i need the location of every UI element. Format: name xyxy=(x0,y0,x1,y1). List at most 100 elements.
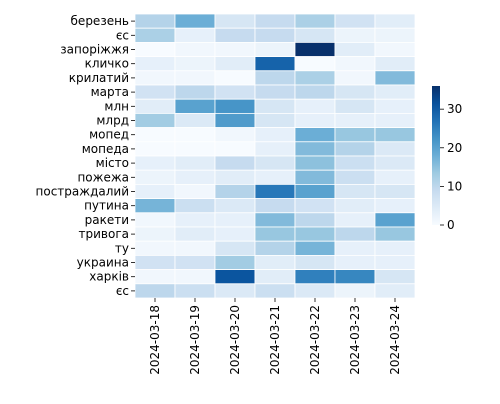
heatmap-cell xyxy=(334,56,376,72)
heatmap-cell xyxy=(334,42,376,58)
y-tick-label: березень xyxy=(71,14,129,28)
y-tick-label: украина xyxy=(77,256,129,270)
heatmap-cell xyxy=(134,70,176,86)
heatmap-cell xyxy=(214,84,256,100)
heatmap-cell xyxy=(254,169,296,185)
heatmap-cell xyxy=(374,198,416,214)
heatmap-cell xyxy=(374,254,416,270)
heatmap-cell xyxy=(294,70,336,86)
colorbar-tick-label: 10 xyxy=(447,179,462,193)
heatmap-cell xyxy=(334,183,376,199)
heatmap-cell xyxy=(174,13,216,29)
heatmap-cell xyxy=(374,127,416,143)
heatmap-cell xyxy=(174,141,216,157)
heatmap-cell xyxy=(214,127,256,143)
y-tick-label: крилатий xyxy=(69,71,129,85)
colorbar-tick-label: 0 xyxy=(447,218,455,232)
heatmap-cell xyxy=(334,169,376,185)
heatmap-cell xyxy=(334,269,376,285)
heatmap-cell xyxy=(174,155,216,171)
heatmap-cell xyxy=(174,127,216,143)
heatmap-cell xyxy=(134,56,176,72)
heatmap-cell xyxy=(374,42,416,58)
heatmap-cell xyxy=(134,269,176,285)
colorbar-tick-label: 20 xyxy=(447,141,462,155)
heatmap-cell xyxy=(374,98,416,114)
y-tick-label: млрд xyxy=(96,114,129,128)
heatmap-cell xyxy=(134,226,176,242)
heatmap-cell xyxy=(254,84,296,100)
y-tick-label: харків xyxy=(89,270,129,284)
colorbar: 0 10 20 30 xyxy=(432,86,462,232)
heatmap-cell xyxy=(174,240,216,256)
heatmap-cell xyxy=(174,212,216,228)
y-tick-label: кличко xyxy=(85,57,129,71)
heatmap-cell xyxy=(374,13,416,29)
heatmap-cell xyxy=(214,198,256,214)
heatmap-cell xyxy=(174,169,216,185)
y-tick-label: мопед xyxy=(89,128,129,142)
heatmap-cell xyxy=(334,13,376,29)
heatmap-cell xyxy=(134,127,176,143)
heatmap-cell xyxy=(214,183,256,199)
heatmap-cell xyxy=(294,183,336,199)
heatmap-cell xyxy=(134,113,176,129)
heatmap-cell xyxy=(214,269,256,285)
heatmap-cell xyxy=(214,240,256,256)
x-tick-label: 2024-03-21 xyxy=(268,305,282,375)
heatmap-cell xyxy=(134,27,176,43)
heatmap-cell xyxy=(294,56,336,72)
heatmap-cell xyxy=(374,56,416,72)
heatmap-cell xyxy=(334,226,376,242)
heatmap-cell xyxy=(254,212,296,228)
heatmap-cell xyxy=(174,283,216,299)
heatmap-cell xyxy=(214,212,256,228)
heatmap-cell xyxy=(294,254,336,270)
y-axis-labels: березеньєсзапоріжжякличкокрилатиймартамл… xyxy=(36,14,135,298)
heatmap-cell xyxy=(334,283,376,299)
heatmap-cell xyxy=(214,283,256,299)
y-tick-label: марта xyxy=(91,85,129,99)
heatmap-cell xyxy=(254,42,296,58)
y-tick-label: пожежа xyxy=(77,170,129,184)
heatmap-cell xyxy=(294,113,336,129)
heatmap-cell xyxy=(294,240,336,256)
heatmap-cell xyxy=(254,27,296,43)
y-tick-label: запоріжжя xyxy=(60,43,129,57)
heatmap-cell xyxy=(374,113,416,129)
heatmap-cell xyxy=(214,226,256,242)
heatmap-cell xyxy=(134,169,176,185)
heatmap-cell xyxy=(254,13,296,29)
heatmap-cell xyxy=(254,198,296,214)
heatmap-cell xyxy=(374,283,416,299)
heatmap-cell xyxy=(174,183,216,199)
colorbar-tick-label: 30 xyxy=(447,102,462,116)
heatmap-cell xyxy=(254,226,296,242)
x-tick-label: 2024-03-22 xyxy=(308,305,322,375)
heatmap-cell xyxy=(374,27,416,43)
heatmap-cell xyxy=(374,84,416,100)
heatmap-cell xyxy=(294,27,336,43)
heatmap-cell xyxy=(174,269,216,285)
heatmap-cell xyxy=(174,42,216,58)
heatmap-cell xyxy=(134,198,176,214)
heatmap-cell xyxy=(294,169,336,185)
y-tick-label: млн xyxy=(104,99,129,113)
heatmap-cell xyxy=(254,254,296,270)
x-tick-label: 2024-03-23 xyxy=(348,305,362,375)
heatmap-cell xyxy=(334,98,376,114)
heatmap-cell xyxy=(214,155,256,171)
heatmap-cell xyxy=(214,56,256,72)
heatmap-cell xyxy=(254,127,296,143)
heatmap-cell xyxy=(134,240,176,256)
heatmap-cells xyxy=(134,13,416,299)
heatmap-cell xyxy=(374,240,416,256)
heatmap-cell xyxy=(374,226,416,242)
heatmap-cell xyxy=(374,183,416,199)
heatmap-cell xyxy=(254,240,296,256)
heatmap-cell xyxy=(254,70,296,86)
heatmap-cell xyxy=(134,183,176,199)
heatmap-cell xyxy=(294,198,336,214)
